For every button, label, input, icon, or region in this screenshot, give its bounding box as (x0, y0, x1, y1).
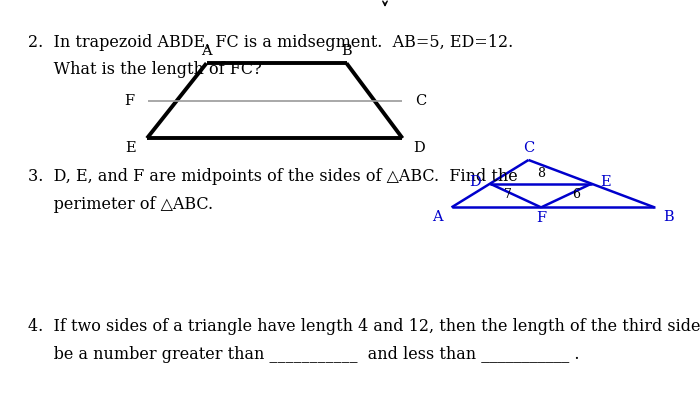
Text: B: B (341, 44, 352, 58)
Text: C: C (523, 141, 534, 155)
Text: B: B (664, 210, 674, 224)
Text: A: A (432, 210, 442, 224)
Text: D: D (469, 175, 481, 189)
Text: What is the length of FC?: What is the length of FC? (28, 61, 262, 78)
Text: F: F (125, 94, 134, 108)
Text: A: A (201, 44, 212, 58)
Text: 6: 6 (572, 188, 580, 201)
Text: be a number greater than ___________  and less than ___________ .: be a number greater than ___________ and… (28, 346, 580, 363)
Text: 8: 8 (537, 167, 545, 180)
Text: 2.  In trapezoid ABDE, FC is a midsegment.  AB=5, ED=12.: 2. In trapezoid ABDE, FC is a midsegment… (28, 34, 513, 51)
Text: perimeter of △ABC.: perimeter of △ABC. (28, 196, 213, 213)
Text: 7: 7 (504, 188, 512, 201)
Text: E: E (601, 175, 611, 189)
Text: 3.  D, E, and F are midpoints of the sides of △ABC.  Find the: 3. D, E, and F are midpoints of the side… (28, 168, 518, 185)
Text: E: E (125, 141, 136, 155)
Text: D: D (414, 141, 425, 155)
Text: F: F (536, 211, 546, 226)
Text: C: C (415, 94, 427, 108)
Text: 4.  If two sides of a triangle have length 4 and 12, then the length of the thir: 4. If two sides of a triangle have lengt… (28, 318, 700, 335)
